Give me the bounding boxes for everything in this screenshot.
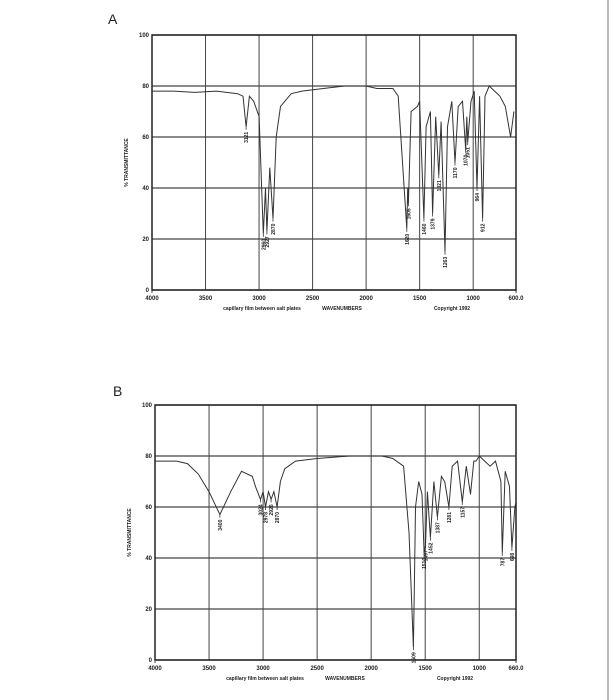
y-axis-label: % TRANSMITTANCE	[124, 138, 130, 187]
copyright: Copyright 1992	[437, 676, 473, 682]
x-tick-label: 1000	[466, 296, 480, 302]
y-tick-label: 100	[139, 33, 150, 39]
x-tick-label: 3500	[199, 296, 213, 302]
peak-label: 3121	[244, 132, 250, 143]
peak-label: 1263	[443, 257, 449, 268]
x-tick-label: 1500	[413, 296, 427, 302]
x-tick-label: 4000	[145, 296, 159, 302]
y-tick-label: 0	[146, 288, 150, 294]
plot-frame	[151, 34, 517, 291]
peak-label: 1051	[466, 147, 472, 158]
x-tick-label: 3500	[202, 666, 216, 672]
peak-label: 1452	[428, 542, 434, 553]
x-axis-label: WAVENUMBERS	[325, 676, 365, 682]
peak-label: 3024	[258, 504, 264, 515]
peak-label: 912	[481, 223, 487, 232]
peak-label: 1609	[411, 652, 417, 663]
x-tick-label: 4000	[148, 666, 162, 672]
y-tick-label: 40	[142, 186, 149, 192]
peak-label: 1321	[437, 180, 443, 191]
y-tick-label: 80	[142, 84, 149, 90]
y-tick-label: 20	[142, 237, 149, 243]
peak-label: 698	[510, 553, 516, 562]
note: capillary film between salt plates	[223, 306, 301, 312]
x-tick-label: 660.0	[508, 666, 524, 672]
x-axis-label: WAVENUMBERS	[322, 306, 362, 312]
peak-label: 1460	[422, 223, 428, 234]
peak-label: 1157	[460, 507, 466, 518]
y-axis-label: % TRANSMITTANCE	[127, 508, 133, 557]
panel-letter: A	[108, 11, 118, 27]
peak-label: 1387	[435, 522, 441, 533]
x-tick-label: 2000	[359, 296, 373, 302]
plot-frame	[154, 404, 517, 661]
peak-label: 1510	[422, 558, 428, 569]
copyright: Copyright 1992	[434, 306, 470, 312]
y-tick-label: 40	[145, 556, 152, 562]
x-tick-label: 2500	[306, 296, 320, 302]
x-tick-label: 3000	[252, 296, 266, 302]
peak-label: 1620	[405, 234, 411, 245]
y-tick-label: 80	[145, 454, 152, 460]
peak-label: 2960	[261, 239, 267, 250]
peak-label: 2926	[269, 504, 275, 515]
peak-label: 2870	[275, 512, 281, 523]
x-tick-label: 3000	[256, 666, 270, 672]
note: capillary film between salt plates	[226, 676, 304, 682]
peak-label: 2870	[271, 223, 277, 234]
peak-label: 1379	[431, 218, 437, 229]
y-tick-label: 100	[142, 403, 153, 409]
x-tick-label: 1000	[473, 666, 487, 672]
y-tick-label: 20	[145, 607, 152, 613]
peak-label: 1281	[447, 512, 453, 523]
x-tick-label: 600.0	[508, 296, 524, 302]
y-tick-label: 60	[145, 505, 152, 511]
x-tick-label: 1500	[419, 666, 433, 672]
peak-label: 2927	[265, 236, 271, 247]
peak-label: 787	[500, 558, 506, 567]
peak-label: 1605	[406, 208, 412, 219]
peak-label: 1070	[464, 155, 470, 166]
peak-label: 3400	[218, 519, 224, 530]
peak-label: 2978	[263, 512, 269, 523]
spectrum-line	[155, 455, 517, 648]
x-tick-label: 2500	[310, 666, 324, 672]
peak-label: 1170	[453, 167, 459, 178]
y-tick-label: 0	[149, 658, 153, 664]
x-tick-label: 2000	[364, 666, 378, 672]
y-tick-label: 60	[142, 135, 149, 141]
panel-letter: B	[113, 383, 122, 399]
peak-label: 964	[475, 193, 481, 202]
spectrum-line	[152, 85, 515, 252]
peak-label: 1497	[424, 550, 430, 561]
